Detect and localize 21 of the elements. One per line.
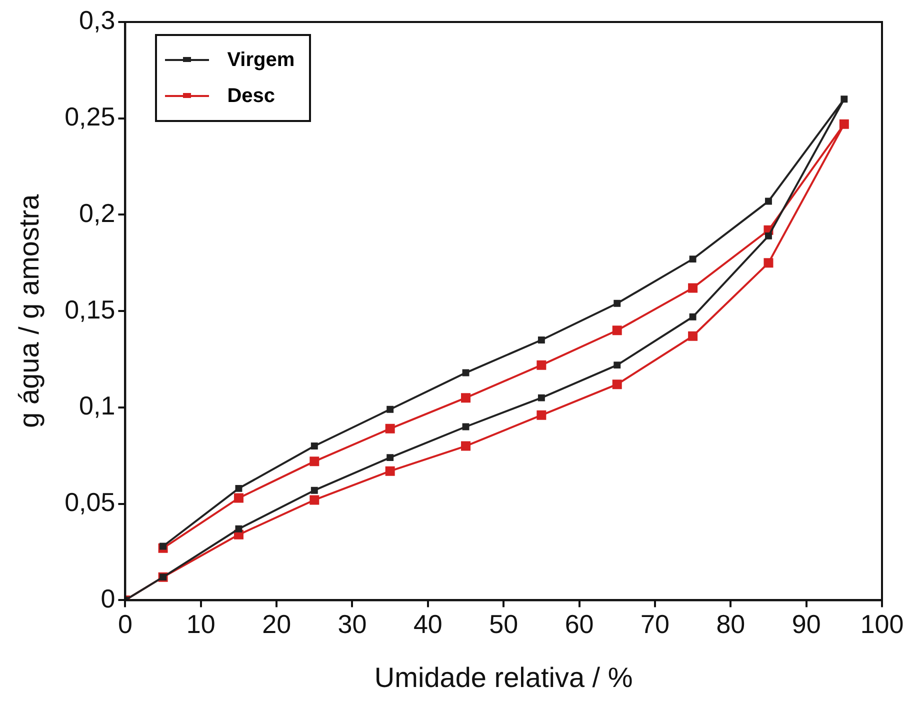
x-tick-label: 60 (564, 608, 594, 639)
x-axis-title: Umidade relativa / % (374, 662, 633, 693)
x-tick-label: 40 (413, 608, 442, 639)
x-tick-label: 50 (489, 608, 518, 639)
y-tick-label: 0,1 (79, 390, 116, 421)
y-tick-label: 0,3 (79, 5, 116, 36)
x-tick-label: 30 (338, 608, 367, 639)
y-axis-title: g água / g amostra (14, 194, 45, 428)
x-tick-label: 80 (716, 608, 746, 639)
y-tick-label: 0,15 (64, 294, 116, 324)
x-tick-label: 100 (860, 608, 904, 639)
x-tick-label: 10 (186, 608, 216, 639)
legend-label: Virgem (227, 48, 295, 72)
x-tick-label: 70 (640, 608, 670, 639)
x-tick-label: 20 (262, 608, 292, 639)
y-tick-label: 0,25 (64, 102, 116, 132)
y-tick-label: 0,2 (79, 198, 116, 228)
x-tick-label: 90 (792, 608, 821, 639)
legend-label: Desc (227, 84, 276, 108)
y-tick-label: 0 (100, 583, 116, 614)
y-tick-label: 0,05 (64, 487, 116, 518)
